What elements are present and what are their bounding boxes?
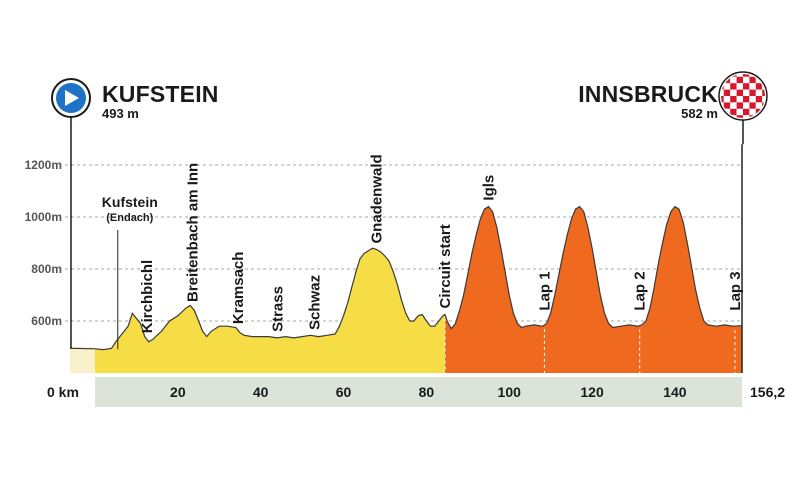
checker-cell	[723, 89, 731, 96]
annotation-label: Breitenbach am Inn	[184, 163, 201, 302]
annotation-label: Kirchbichl	[139, 260, 156, 333]
checker-cell	[749, 108, 756, 116]
checker-cell	[762, 115, 765, 118]
checker-cell	[749, 76, 756, 84]
checker-cell	[743, 76, 750, 84]
annotation-label: Igls	[481, 175, 498, 201]
checker-cell	[743, 96, 750, 103]
checker-cell	[749, 102, 756, 109]
finish-location: INNSBRUCK 582 m	[578, 82, 718, 122]
checker-cell	[743, 74, 750, 77]
profile-outline	[94, 205, 743, 351]
checker-cell	[736, 74, 743, 77]
finish-altitude: 582 m	[681, 106, 718, 121]
checker-cell	[723, 83, 731, 90]
checker-cell	[730, 108, 737, 116]
checker-grid	[721, 74, 765, 118]
x-tick-label: 0 km	[47, 384, 79, 400]
axis-layer: 600m 800m 1000m 1200m 0 km 20 40 60 80 100 120 140 1…	[25, 144, 785, 400]
start-location: KUFSTEIN 493 m	[102, 82, 219, 122]
checker-cell	[736, 83, 743, 90]
checker-cell	[755, 102, 763, 109]
checker-cell	[743, 115, 750, 118]
checker-cell	[749, 89, 756, 96]
checker-cell	[736, 115, 743, 118]
x-tick-label: 20	[170, 384, 186, 400]
profile-circuit-section	[445, 206, 742, 373]
checker-cell	[743, 83, 750, 90]
annotation-label: Gnadenwald	[369, 154, 386, 243]
checker-cell	[762, 96, 765, 103]
annotation-label: Circuit start	[437, 224, 454, 308]
checker-cell	[743, 108, 750, 116]
checker-cell	[721, 96, 724, 103]
play-icon	[51, 78, 91, 349]
annotation-layer: Kufstein (Endach) Kirchbichl Breitenbach am…	[102, 154, 744, 373]
y-tick-label: 1200m	[25, 158, 62, 172]
finish-name: INNSBRUCK	[578, 81, 718, 107]
y-tick-label: 600m	[31, 314, 62, 328]
profile-line-section	[95, 248, 446, 373]
checker-cell	[721, 115, 724, 118]
checker-cell	[743, 102, 750, 109]
pre-start-fill	[70, 347, 95, 373]
checker-cell	[755, 96, 763, 103]
checker-cell	[749, 96, 756, 103]
annotation-label: Kufstein	[102, 194, 158, 210]
y-tick-label: 1000m	[25, 210, 62, 224]
x-tick-label: 120	[580, 384, 604, 400]
x-tick-label: 156,2	[750, 384, 785, 400]
checker-cell	[721, 89, 724, 96]
annotation-label: Strass	[269, 286, 286, 332]
checker-cell	[755, 89, 763, 96]
annotation-label: Lap 1	[536, 271, 553, 310]
checker-cell	[762, 74, 765, 77]
checker-cell	[730, 83, 737, 90]
x-tick-label: 140	[663, 384, 687, 400]
checker-cell	[730, 96, 737, 103]
checker-cell	[730, 76, 737, 84]
annotation-label: Lap 3	[727, 271, 744, 310]
x-tick-label: 40	[253, 384, 269, 400]
checker-cell	[721, 74, 724, 77]
axis-band-layer	[95, 377, 742, 407]
checkered-flag-icon	[718, 71, 768, 145]
play-triangle	[65, 90, 79, 106]
checker-cell	[730, 89, 737, 96]
checker-cell	[736, 96, 743, 103]
x-tick-label: 80	[419, 384, 435, 400]
profile-area-layer	[69, 205, 743, 373]
x-tick-label: 60	[336, 384, 352, 400]
x-tick-label: 100	[498, 384, 522, 400]
checker-cell	[736, 76, 743, 84]
annotation-label: Schwaz	[307, 275, 324, 330]
profile-outline-prestart	[69, 347, 96, 350]
start-name: KUFSTEIN	[102, 81, 219, 107]
checker-cell	[736, 89, 743, 96]
annotation-sublabel: (Endach)	[106, 212, 153, 224]
checker-cell	[723, 96, 731, 103]
checker-cell	[736, 108, 743, 116]
y-tick-label: 800m	[31, 262, 62, 276]
start-altitude: 493 m	[102, 106, 139, 121]
checker-cell	[755, 83, 763, 90]
checker-cell	[730, 102, 737, 109]
checker-cell	[736, 102, 743, 109]
checker-cell	[749, 83, 756, 90]
x-axis-band	[95, 377, 742, 407]
annotation-label: Kramsach	[230, 252, 247, 325]
checker-cell	[762, 89, 765, 96]
checker-cell	[743, 89, 750, 96]
annotation-label: Lap 2	[632, 271, 649, 310]
checker-cell	[723, 102, 731, 109]
